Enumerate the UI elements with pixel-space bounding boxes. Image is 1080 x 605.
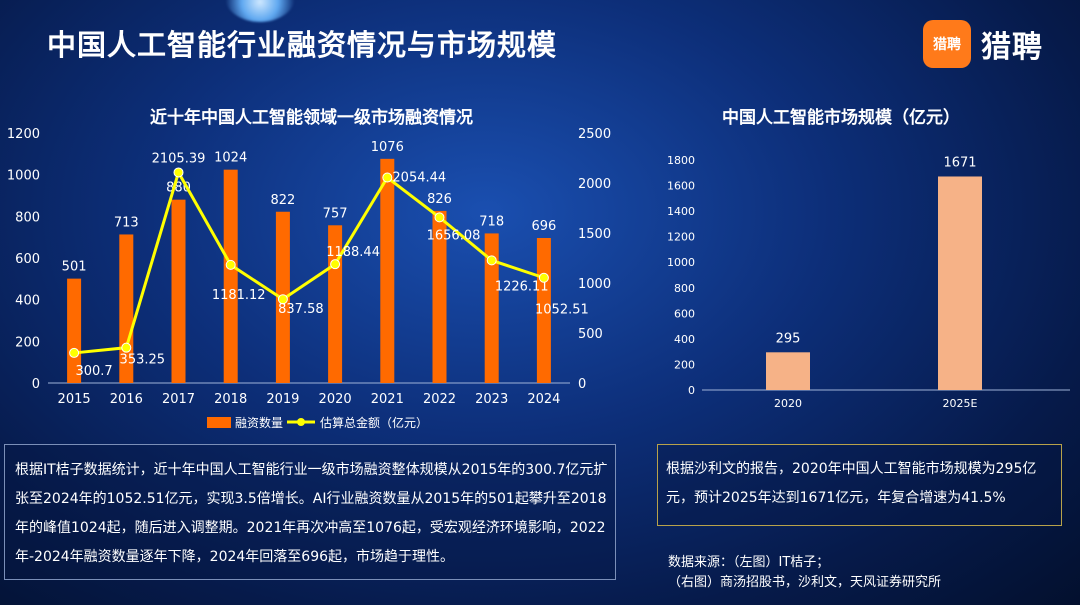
- bar-value-label: 757: [323, 206, 348, 221]
- x-tick-label: 2020: [774, 397, 802, 410]
- y-tick-label: 400: [674, 333, 695, 346]
- left-chart-title: 近十年中国人工智能领域一级市场融资情况: [150, 108, 473, 128]
- x-tick-label: 2016: [110, 392, 143, 407]
- y-tick-label: 1400: [667, 205, 695, 218]
- right-y-tick-label: 500: [578, 327, 603, 342]
- data-source-line-1: 数据来源：（左图）IT桔子；: [668, 555, 830, 570]
- line-value-label: 2054.44: [392, 171, 446, 186]
- bar-2017: [171, 199, 186, 383]
- bar-2025E: [938, 176, 982, 390]
- bar-value-label: 295: [776, 331, 801, 346]
- line-point: [225, 259, 236, 270]
- left-y-tick-label: 0: [32, 377, 40, 392]
- bar-value-label: 822: [270, 193, 295, 208]
- bar-value-label: 1076: [371, 140, 404, 155]
- line-point: [121, 342, 132, 353]
- line-point: [538, 272, 549, 283]
- y-tick-label: 200: [674, 358, 695, 371]
- left-y-tick-label: 600: [15, 252, 40, 267]
- page-title: 中国人工智能行业融资情况与市场规模: [47, 28, 558, 62]
- line-point: [277, 294, 288, 305]
- x-tick-label: 2025E: [943, 397, 978, 410]
- line-point: [434, 212, 445, 223]
- x-tick-label: 2022: [423, 392, 456, 407]
- x-tick-label: 2024: [527, 392, 560, 407]
- left-y-tick-label: 800: [15, 210, 40, 225]
- bar-value-label: 713: [114, 215, 139, 230]
- logo-text: 猎聘: [981, 30, 1043, 65]
- y-tick-label: 800: [674, 282, 695, 295]
- logo: 猎聘 猎聘: [923, 20, 1043, 68]
- line-value-label: 1052.51: [535, 303, 589, 318]
- bar-value-label: 501: [62, 260, 87, 275]
- right-description-text: 根据沙利文的报告，2020年中国人工智能市场规模为295亿元，预计2025年达到…: [666, 461, 1037, 506]
- x-tick-label: 2019: [266, 392, 299, 407]
- bar-2018: [223, 169, 238, 383]
- left-y-tick-label: 200: [15, 335, 40, 350]
- bar-2022: [432, 210, 447, 383]
- legend-bar-swatch: [207, 417, 231, 428]
- bar-2021: [380, 158, 395, 383]
- bar-value-label: 696: [531, 219, 556, 234]
- line-value-label: 353.25: [120, 353, 166, 368]
- line-point: [330, 259, 341, 270]
- bar-2020: [766, 352, 810, 390]
- left-description-text: 根据IT桔子数据统计，近十年中国人工智能行业一级市场融资整体规模从2015年的3…: [15, 462, 608, 565]
- data-source-line-2: （右图）商汤招股书，沙利文，天风证券研究所: [668, 575, 942, 590]
- y-tick-label: 0: [688, 384, 695, 397]
- left-chart: 0 200 400 600 800 1000 1200 0 500 1000 1500 2000 250…: [7, 127, 611, 430]
- line-value-label: 1181.12: [212, 288, 266, 303]
- x-tick-label: 2020: [319, 392, 352, 407]
- left-y-tick-label: 1000: [7, 169, 40, 184]
- right-y-tick-label: 2000: [578, 177, 611, 192]
- y-tick-label: 1000: [667, 256, 695, 269]
- left-y-tick-label: 1200: [7, 127, 40, 142]
- legend-bar-label: 融资数量: [235, 415, 283, 430]
- line-value-label: 2105.39: [152, 151, 206, 166]
- x-tick-label: 2017: [162, 392, 195, 407]
- x-tick-label: 2018: [214, 392, 247, 407]
- bar-value-label: 826: [427, 192, 452, 207]
- x-tick-label: 2023: [475, 392, 508, 407]
- right-y-tick-label: 1000: [578, 277, 611, 292]
- bar-value-label: 718: [479, 214, 504, 229]
- line-point: [173, 167, 184, 178]
- y-tick-label: 1800: [667, 154, 695, 167]
- decorative-orb: [225, 0, 295, 22]
- x-tick-label: 2021: [371, 392, 404, 407]
- line-value-label: 1226.11: [495, 279, 549, 294]
- right-y-tick-label: 0: [578, 377, 586, 392]
- logo-badge: 猎聘: [923, 20, 971, 68]
- right-y-tick-label: 1500: [578, 227, 611, 242]
- line-value-label: 1656.08: [427, 228, 481, 243]
- left-description-box: 根据IT桔子数据统计，近十年中国人工智能行业一级市场融资整体规模从2015年的3…: [4, 444, 616, 580]
- amount-line: [73, 168, 545, 355]
- bar-value-label: 1024: [214, 151, 247, 166]
- line-point: [486, 255, 497, 266]
- legend-line-label: 估算总金额（亿元）: [320, 415, 428, 430]
- line-value-label: 1188.44: [326, 245, 380, 260]
- bar-value-label: 1671: [943, 155, 976, 170]
- right-y-tick-label: 2500: [578, 127, 611, 142]
- bar-2015: [67, 278, 82, 383]
- left-y-tick-label: 400: [15, 294, 40, 309]
- y-tick-label: 1200: [667, 231, 695, 244]
- right-chart-title: 中国人工智能市场规模（亿元）: [722, 108, 960, 128]
- line-point: [69, 347, 80, 358]
- right-chart: 0 200 400 600 800 1000 1200 1400 1600 1800 295 2020…: [667, 154, 1070, 410]
- bar-2023: [484, 233, 499, 383]
- x-tick-label: 2015: [58, 392, 91, 407]
- data-source: 数据来源：（左图）IT桔子； （右图）商汤招股书，沙利文，天风证券研究所: [668, 553, 941, 593]
- line-value-label: 837.58: [278, 302, 324, 317]
- line-point: [382, 172, 393, 183]
- y-tick-label: 1600: [667, 180, 695, 193]
- right-description-box: 根据沙利文的报告，2020年中国人工智能市场规模为295亿元，预计2025年达到…: [657, 444, 1062, 526]
- line-value-label: 300.7: [75, 364, 112, 379]
- legend-line-marker: [297, 418, 305, 426]
- y-tick-label: 600: [674, 307, 695, 320]
